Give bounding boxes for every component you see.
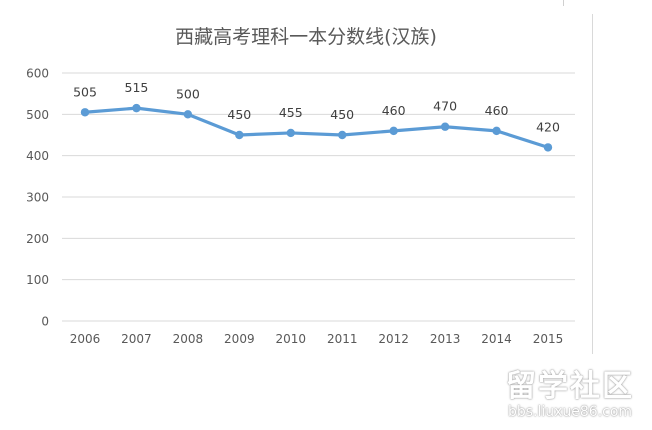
watermark: 留学社区 bbs.liuxue86.com	[490, 369, 650, 421]
data-point-marker	[492, 126, 501, 136]
data-label: 450	[330, 107, 354, 122]
x-tick-label: 2006	[70, 332, 101, 346]
y-tick-label: 0	[41, 315, 49, 329]
y-tick-label: 200	[26, 232, 49, 246]
data-point-marker	[80, 108, 90, 117]
x-tick-label: 2012	[378, 332, 409, 346]
y-tick-label: 600	[26, 67, 49, 81]
data-point-marker	[132, 103, 141, 113]
data-point-marker	[338, 130, 347, 140]
data-label: 420	[536, 119, 560, 134]
data-label: 515	[125, 80, 149, 95]
watermark-title: 留学社区	[506, 369, 634, 404]
watermark-url: bbs.liuxue86.com	[507, 404, 633, 420]
data-point-marker	[389, 126, 398, 136]
y-tick-label: 500	[26, 108, 49, 122]
data-point-marker	[235, 130, 244, 140]
x-tick-label: 2011	[327, 332, 358, 346]
x-tick-label: 2008	[173, 332, 204, 346]
x-tick-label: 2014	[481, 332, 512, 346]
series-line	[83, 106, 550, 149]
data-label: 470	[433, 99, 457, 114]
x-tick-label: 2009	[224, 332, 255, 346]
chart-title: 西藏高考理科一本分数线(汉族)	[175, 26, 437, 48]
y-tick-label: 100	[26, 273, 49, 287]
data-label: 450	[227, 107, 251, 122]
data-label: 460	[485, 103, 509, 118]
data-label: 455	[279, 105, 303, 120]
data-label: 500	[176, 86, 200, 101]
chart-border-line	[592, 14, 593, 354]
data-point-marker	[440, 122, 450, 131]
x-tick-label: 2010	[276, 332, 307, 346]
frame-corner-mark	[563, 0, 564, 6]
y-tick-label: 400	[26, 149, 49, 163]
data-label: 505	[73, 84, 97, 99]
data-point-marker	[286, 128, 295, 138]
x-tick-label: 2015	[533, 332, 564, 346]
x-tick-label: 2013	[430, 332, 461, 346]
data-point-marker	[543, 143, 553, 152]
data-point-marker	[183, 110, 193, 119]
y-tick-label: 300	[26, 191, 49, 205]
data-label: 460	[382, 103, 406, 118]
x-tick-label: 2007	[121, 332, 152, 346]
